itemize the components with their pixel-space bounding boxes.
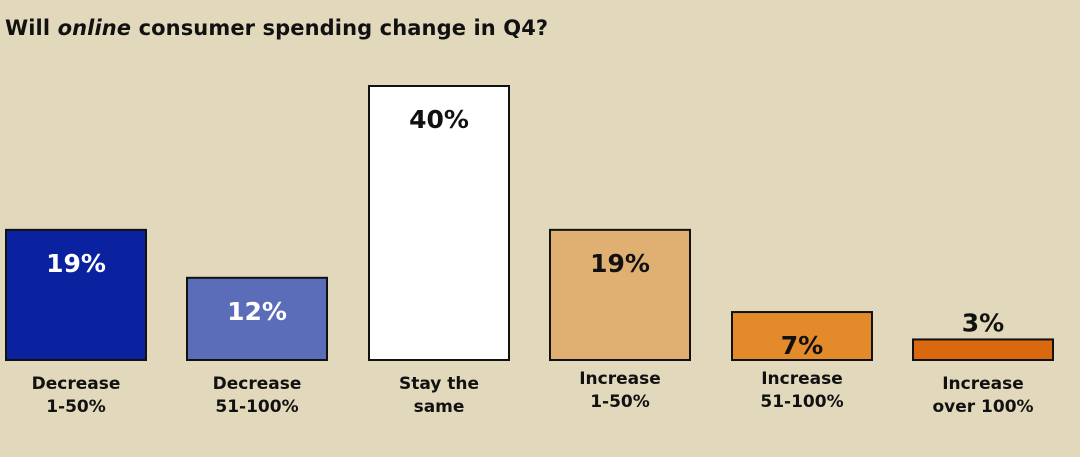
value-label-3: 19% <box>590 249 650 278</box>
value-label-0: 19% <box>46 249 106 278</box>
category-label-0-line-0: Decrease <box>32 374 121 394</box>
title-suffix: consumer spending change in Q4? <box>131 16 549 40</box>
value-label-5: 3% <box>962 308 1004 337</box>
value-label-1: 12% <box>227 297 287 326</box>
category-label-1-line-0: Decrease <box>213 374 302 394</box>
title-emphasis: online <box>57 16 132 40</box>
chart-title: Will online consumer spending change in … <box>5 16 548 40</box>
category-label-3-line-0: Increase <box>579 369 661 389</box>
bar-2 <box>368 85 510 361</box>
title-prefix: Will <box>5 16 58 40</box>
category-label-1-line-1: 51-100% <box>215 397 298 417</box>
category-label-2-line-1: same <box>414 397 465 417</box>
category-label-5-line-0: Increase <box>942 374 1024 394</box>
category-label-5-line-1: over 100% <box>932 397 1033 417</box>
category-label-3-line-1: 1-50% <box>590 392 650 412</box>
bar-3 <box>549 228 691 361</box>
category-label-2-line-0: Stay the <box>399 374 479 394</box>
category-label-4-line-0: Increase <box>761 369 843 389</box>
bar-0 <box>5 228 147 361</box>
bar-5 <box>912 338 1054 362</box>
value-label-4: 7% <box>781 331 823 360</box>
category-label-4-line-1: 51-100% <box>760 392 843 412</box>
bar-1 <box>186 276 328 361</box>
category-label-0-line-1: 1-50% <box>46 397 106 417</box>
bar-4 <box>731 311 873 361</box>
value-label-2: 40% <box>409 105 469 134</box>
